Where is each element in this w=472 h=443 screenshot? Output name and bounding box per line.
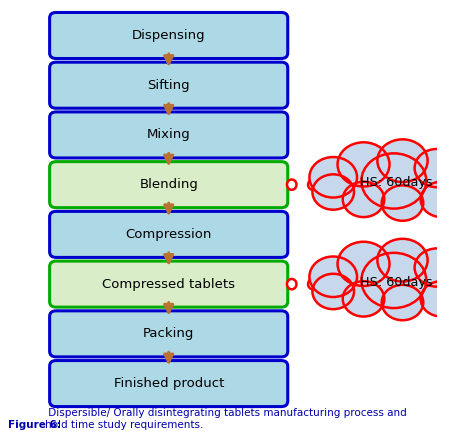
Circle shape [414,149,460,187]
FancyBboxPatch shape [50,211,288,257]
FancyBboxPatch shape [50,162,288,208]
Text: Dispensing: Dispensing [132,29,205,42]
Circle shape [378,140,428,182]
Circle shape [414,249,460,287]
Circle shape [438,165,472,201]
FancyBboxPatch shape [50,112,288,158]
Text: Dispersible/ Orally disintegrating tablets manufacturing process and
hold time s: Dispersible/ Orally disintegrating table… [45,408,407,430]
Circle shape [378,239,428,282]
Ellipse shape [287,179,296,190]
Text: Blending: Blending [139,178,198,191]
Circle shape [337,142,389,187]
Circle shape [362,253,426,308]
Circle shape [310,256,357,297]
Text: Packing: Packing [143,327,194,340]
Text: Compressed tablets: Compressed tablets [102,278,235,291]
Ellipse shape [308,279,318,289]
FancyBboxPatch shape [50,12,288,58]
Circle shape [382,285,423,320]
Circle shape [337,242,389,286]
Text: HS: 60days: HS: 60days [360,176,432,189]
Ellipse shape [287,279,296,289]
Circle shape [421,182,462,217]
Text: HS: 60days: HS: 60days [360,276,432,289]
Text: Finished product: Finished product [113,377,224,390]
Circle shape [312,274,354,309]
FancyBboxPatch shape [50,62,288,108]
FancyBboxPatch shape [50,311,288,357]
Text: Compression: Compression [126,228,212,241]
Circle shape [343,182,384,217]
Circle shape [438,264,472,300]
Text: Sifting: Sifting [147,79,190,92]
Circle shape [421,281,462,317]
Circle shape [312,175,354,210]
Text: Figure 6:: Figure 6: [8,420,61,430]
Circle shape [382,186,423,221]
Circle shape [362,153,426,209]
FancyBboxPatch shape [50,261,288,307]
Ellipse shape [308,179,318,190]
Circle shape [343,281,384,317]
FancyBboxPatch shape [50,361,288,407]
Circle shape [310,157,357,198]
Text: Mixing: Mixing [147,128,191,141]
